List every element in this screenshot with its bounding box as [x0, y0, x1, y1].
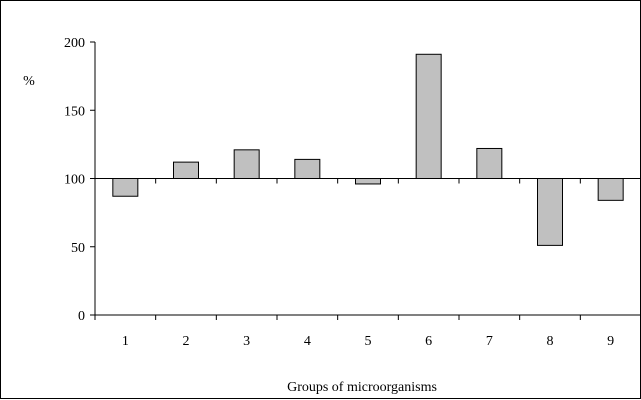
- bar: [112, 178, 139, 197]
- x-tick-label: 9: [607, 334, 614, 349]
- bar: [173, 161, 199, 179]
- x-axis-label: Groups of microorganisms: [287, 380, 437, 395]
- y-tick-label: 150: [64, 104, 85, 119]
- bar: [537, 178, 563, 246]
- x-tick-label: 8: [547, 334, 554, 349]
- x-tick-label: 1: [122, 334, 129, 349]
- x-tick-labels: 1 2 3 4 5 6 7 8 9: [122, 334, 614, 349]
- y-tick-labels: 0 50 100 150 200: [64, 36, 85, 324]
- x-tick-label: 3: [243, 334, 250, 349]
- bars: [112, 53, 624, 246]
- bar: [415, 53, 442, 179]
- bar: [233, 149, 260, 180]
- x-tick-label: 7: [486, 334, 493, 349]
- bar: [355, 178, 381, 185]
- x-tick-label: 6: [425, 334, 432, 349]
- bar: [597, 178, 624, 201]
- y-tick-label: 200: [64, 36, 85, 51]
- y-axis-label: %: [23, 74, 35, 89]
- x-tick-label: 5: [365, 334, 372, 349]
- y-tick-label: 50: [71, 241, 85, 256]
- y-tick-label: 100: [64, 173, 85, 188]
- bar: [294, 158, 321, 179]
- bar: [476, 147, 503, 180]
- x-tick-label: 2: [183, 334, 190, 349]
- y-tick-label: 0: [78, 309, 85, 324]
- x-tick-label: 4: [304, 334, 311, 349]
